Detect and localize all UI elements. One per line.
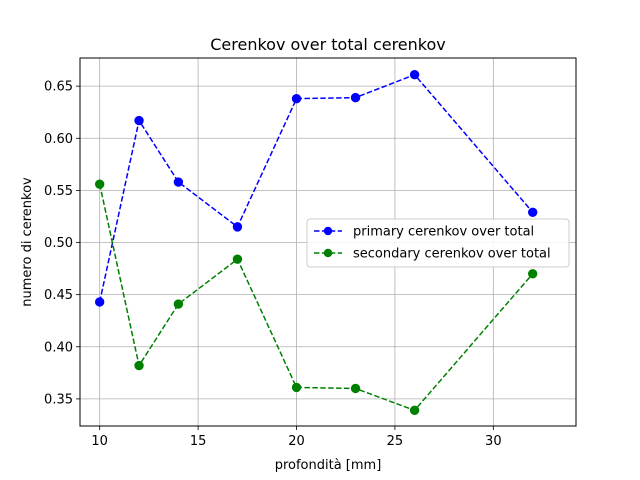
plot-frame [79,57,577,427]
data-point [94,179,105,189]
data-point [350,383,361,394]
data-point [291,93,302,104]
grid-lines [80,58,576,426]
x-axis: 10 15 20 25 30 [91,426,502,449]
data-point [134,115,144,126]
series-1 [94,69,538,307]
data-point [173,299,184,309]
y-axis-label: numero di cerenkov [20,177,35,307]
y-tick-label: 0.35 [44,392,73,407]
y-tick-label: 0.55 [44,184,73,199]
data-point [409,69,420,80]
legend-item-2: secondary cerenkov over total [314,247,551,262]
y-tick-label: 0.50 [44,236,73,251]
y-tick-label: 0.40 [44,340,73,355]
x-tick-label: 10 [91,434,108,449]
data-point [527,269,538,279]
y-tick-label: 0.45 [44,288,73,303]
data-point [291,382,302,393]
data-point [94,297,105,307]
data-point [527,207,538,217]
chart-title: Cerenkov over total cerenkov [210,35,446,54]
data-point [350,92,361,103]
x-tick-label: 25 [387,434,404,449]
series-line [98,183,534,412]
data-point [232,254,243,264]
x-axis-label: profondità [mm] [275,458,382,473]
series-2 [94,179,538,416]
y-tick-label: 0.60 [44,132,73,147]
legend: primary cerenkov over total secondary cer… [306,218,570,268]
legend-marker [323,226,333,236]
y-tick-label: 0.65 [44,80,73,95]
y-axis: 0.35 0.40 0.45 0.50 0.55 0.60 0.65 [44,80,80,407]
legend-box [306,218,570,268]
legend-marker [323,248,333,258]
series-line [98,73,534,303]
plot-area [79,57,577,427]
x-tick-label: 15 [190,434,207,449]
legend-item-1: primary cerenkov over total [314,225,534,240]
data-point [232,222,243,232]
x-tick-label: 30 [485,434,502,449]
data-point [409,405,420,416]
x-tick-label: 20 [288,434,305,449]
data-point [134,360,144,371]
series-group [94,69,538,416]
data-point [173,177,184,187]
legend-label: secondary cerenkov over total [353,247,551,262]
legend-label: primary cerenkov over total [353,225,534,240]
